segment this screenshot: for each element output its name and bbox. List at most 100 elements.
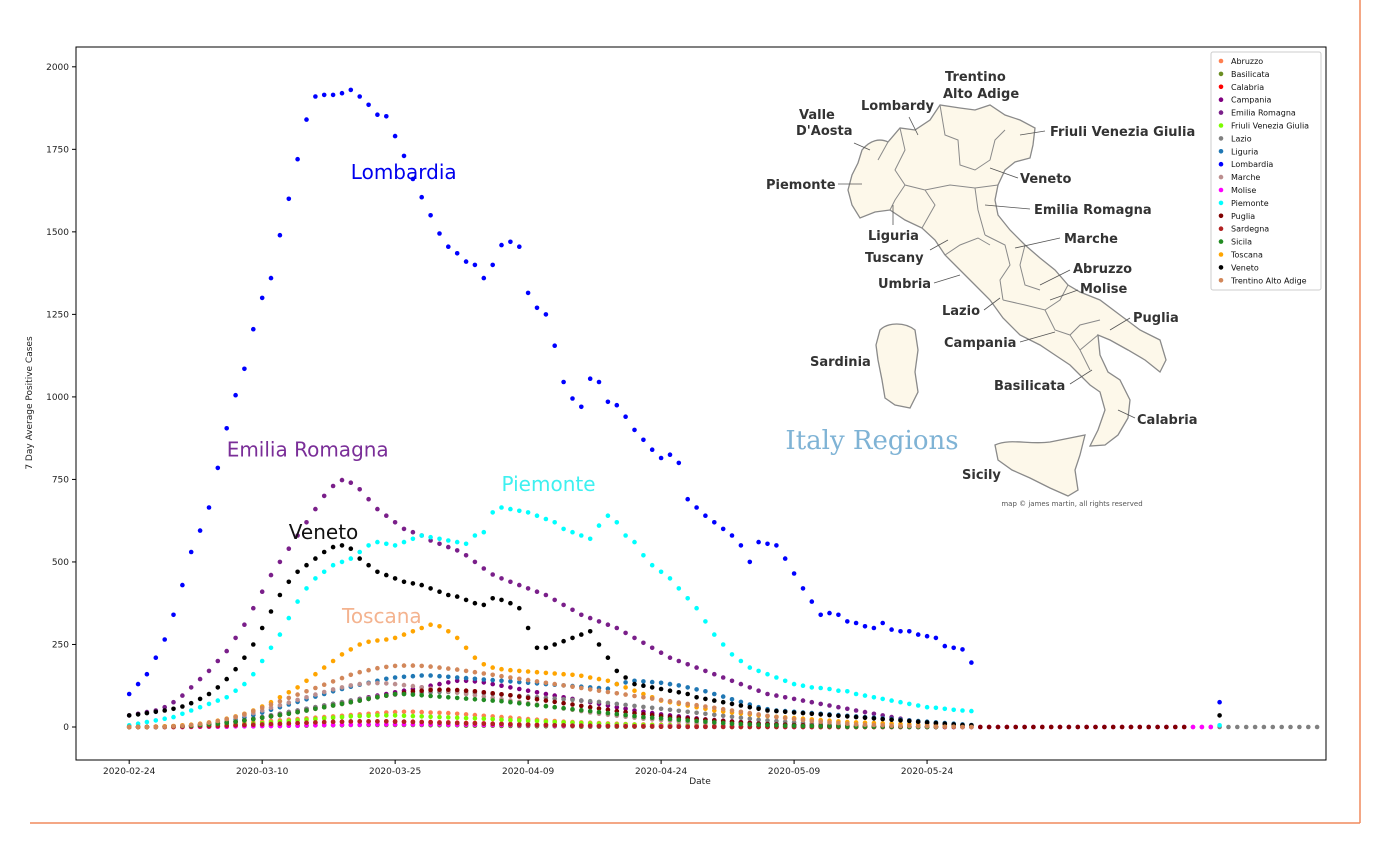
data-point [384,719,389,724]
data-point [410,692,416,697]
data-point [791,723,797,728]
data-point [712,724,717,729]
data-point [641,640,646,646]
data-point [720,675,726,680]
data-point [809,718,815,724]
map-label: Basilicata [994,379,1065,394]
data-point [1128,724,1134,730]
data-point [570,723,575,728]
data-point [1270,724,1276,730]
map-label: Puglia [1133,311,1179,326]
data-point [313,685,318,691]
data-point [579,632,584,637]
data-point [818,612,823,618]
data-point [313,706,318,712]
data-point [463,696,469,701]
data-point [330,544,336,550]
data-point [827,703,832,708]
map-label: Umbria [878,277,931,292]
data-point [862,709,868,715]
data-point [499,673,504,679]
data-point [1022,724,1027,730]
data-point [712,698,717,703]
data-point [339,543,345,548]
data-point [596,642,602,647]
data-point [286,196,292,202]
data-point [774,708,779,714]
data-point [800,710,806,716]
data-point [942,643,948,649]
data-point [180,693,185,698]
data-point [561,638,566,644]
data-point [1075,724,1081,730]
data-point [845,619,850,624]
series-emilia-romagna [126,477,956,728]
data-point [126,691,132,697]
region-borders [877,104,1101,371]
data-point [286,690,292,695]
data-point [463,259,469,264]
data-point [632,427,637,433]
data-point [481,662,487,667]
data-point [313,556,318,561]
map-label: Valle [799,108,835,123]
data-point [401,663,407,668]
data-point [729,678,735,684]
data-point [446,715,451,720]
data-point [410,529,416,535]
legend-label: Friuli Venezia Giulia [1231,122,1309,131]
series-annotation: Piemonte [502,472,596,496]
data-point [534,690,540,695]
data-point [428,538,433,543]
data-point [791,681,797,687]
data-point [818,724,823,729]
data-point [357,487,363,492]
data-point [543,698,549,703]
data-point [419,693,425,698]
data-point [171,724,176,729]
data-point [224,648,229,654]
data-point [579,533,584,538]
data-point [951,707,956,713]
legend-marker [1218,97,1224,102]
data-point [330,92,336,98]
data-point [410,683,416,689]
data-point [667,698,673,704]
data-point [534,722,540,728]
data-point [827,720,832,725]
data-point [933,705,939,711]
y-tick-label: 2000 [46,63,69,73]
data-point [375,112,380,117]
data-point [694,665,699,670]
series-annotation: Toscana [341,604,422,628]
map-label: Trentino [945,70,1006,85]
data-point [188,685,194,690]
sardinia-shape [875,323,919,409]
data-point [490,510,496,515]
data-point [508,693,513,698]
data-point [543,722,549,728]
data-point [197,528,203,533]
data-point [685,596,690,601]
data-point [330,719,336,724]
data-point [242,622,247,627]
data-point [907,718,912,724]
legend-label: Liguria [1231,147,1258,156]
data-point [694,718,699,724]
data-point [729,708,735,713]
data-point [827,712,832,718]
data-point [481,602,487,608]
data-point [800,683,806,688]
data-point [472,712,478,718]
data-point [419,533,425,538]
data-point [392,133,398,139]
data-point [126,724,132,730]
data-point [765,722,770,728]
data-point [295,720,300,726]
data-point [357,719,363,724]
data-point [1066,724,1072,730]
data-point [268,572,274,578]
data-point [330,658,336,664]
data-point [1208,724,1214,730]
